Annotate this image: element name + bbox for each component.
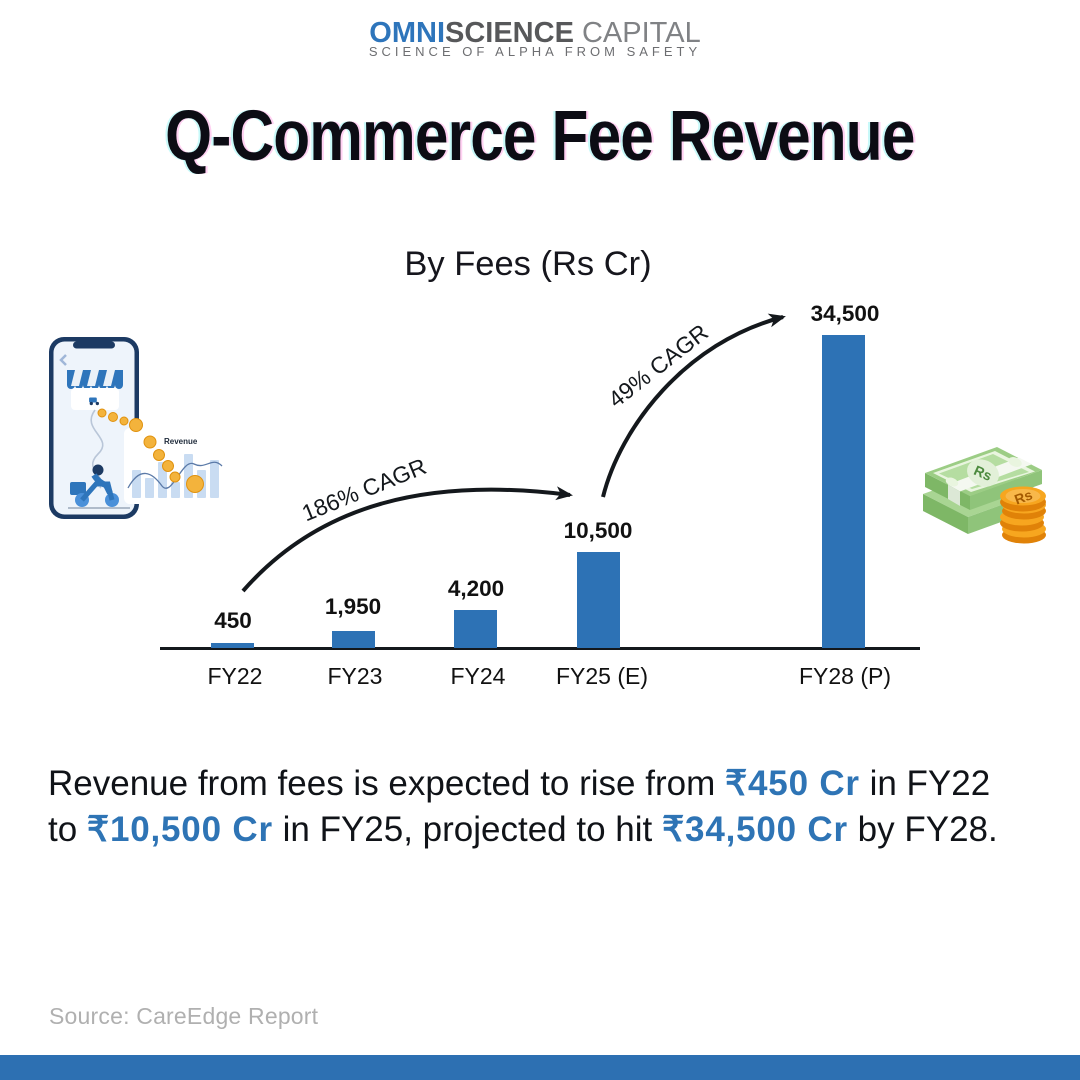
svg-text:Rs: Rs xyxy=(972,462,995,484)
svg-text:186% CAGR: 186% CAGR xyxy=(298,453,430,526)
svg-text:Rs: Rs xyxy=(1012,486,1034,507)
svg-text:Revenue: Revenue xyxy=(164,437,198,446)
